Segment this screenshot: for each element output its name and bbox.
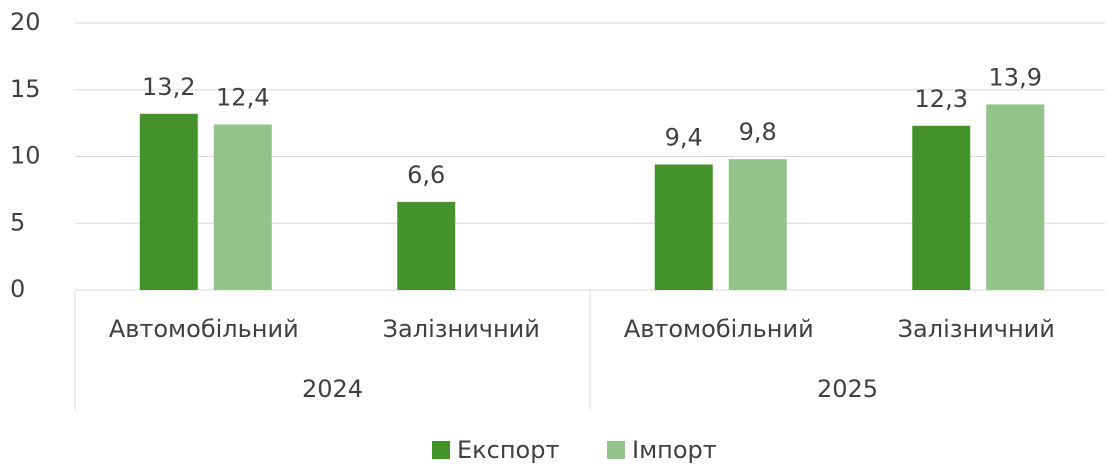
value-label: 6,6 [407, 161, 445, 189]
group-label: 2024 [302, 375, 363, 403]
bar [654, 164, 713, 290]
bar [397, 201, 456, 290]
bar [728, 159, 787, 290]
bar [139, 113, 198, 290]
legend-swatch [432, 441, 450, 459]
y-tick-label: 15 [10, 75, 41, 103]
bar [986, 104, 1045, 290]
value-label: 9,4 [665, 124, 703, 152]
group-label: 2025 [817, 375, 878, 403]
y-tick-label: 20 [10, 8, 41, 36]
x-tick-label: Залізничний [898, 315, 1055, 343]
value-label: 12,4 [216, 83, 269, 111]
legend-label: Імпорт [632, 436, 717, 464]
value-label: 13,2 [142, 73, 195, 101]
bar [213, 124, 272, 291]
legend-label: Експорт [457, 436, 559, 464]
x-tick-label: Залізничний [383, 315, 540, 343]
legend-swatch [607, 441, 625, 459]
value-label: 13,9 [989, 63, 1042, 91]
y-tick-label: 10 [10, 142, 41, 170]
value-label: 12,3 [915, 85, 968, 113]
y-tick-label: 5 [10, 208, 25, 236]
x-tick-label: Автомобільний [624, 315, 814, 343]
value-label: 9,8 [739, 118, 777, 146]
bar [912, 125, 971, 290]
x-tick-label: Автомобільний [109, 315, 299, 343]
y-tick-label: 0 [10, 275, 25, 303]
